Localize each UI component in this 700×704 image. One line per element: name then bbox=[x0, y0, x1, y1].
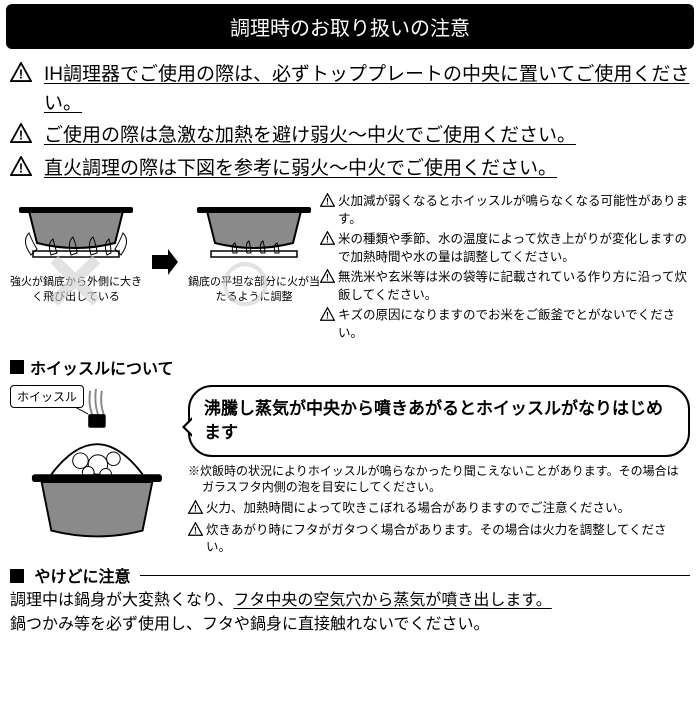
warning-triangle-icon: ! bbox=[320, 307, 338, 342]
whistle-warning-2: ! 炊きあがり時にフタがガタつく場合があります。その場合は火力を調整してください… bbox=[188, 522, 690, 557]
side-bullet-3: ! 無洗米や玄米等は米の袋等に記載されている作り方に沿って炊飯してください。 bbox=[320, 269, 690, 304]
side-bullet-2: ! 米の種類や季節、水の温度によって炊き上がりが変化しますので加熱時間や水の量は… bbox=[320, 231, 690, 266]
top-warning-2: ! ご使用の際は急激な加熱を避け弱火～中火でご使用ください。 bbox=[0, 120, 700, 153]
top-warning-3-text: 直火調理の際は下図を参考に弱火～中火でご使用ください。 bbox=[44, 155, 690, 184]
warning-triangle-icon: ! bbox=[320, 269, 338, 304]
side-bullet-1-text: 火加減が弱くなるとホイッスルが鳴らなくなる可能性があります。 bbox=[338, 193, 690, 228]
svg-text:!: ! bbox=[19, 160, 23, 175]
diagram-row: × ○ 強火が鍋底から外側に大きく飛び出している bbox=[0, 185, 700, 349]
header-title: 調理時のお取り扱いの注意 bbox=[230, 18, 470, 40]
flame-diagrams: × ○ 強火が鍋底から外側に大きく飛び出している bbox=[10, 193, 320, 345]
burn-line1-underlined: フタ中央の空気穴から蒸気が噴き出します。 bbox=[233, 592, 551, 609]
warning-triangle-icon: ! bbox=[320, 193, 338, 228]
whistle-text: 沸騰し蒸気が中央から噴きあがるとホイッスルがなりはじめます ※炊飯時の状況により… bbox=[188, 385, 690, 559]
warning-triangle-icon: ! bbox=[10, 122, 38, 151]
whistle-warning-2-text: 炊きあがり時にフタがガタつく場合があります。その場合は火力を調整してください。 bbox=[206, 522, 690, 557]
whistle-tag: ホイッスル bbox=[10, 385, 84, 408]
warning-triangle-icon: ! bbox=[188, 500, 206, 520]
speech-bubble: 沸騰し蒸気が中央から噴きあがるとホイッスルがなりはじめます bbox=[188, 385, 690, 457]
burn-section-label: やけどに注意 bbox=[0, 559, 140, 589]
svg-text:!: ! bbox=[19, 127, 23, 142]
burn-line1-pre: 調理中は鍋身が大変熱くなり、 bbox=[10, 592, 233, 609]
diagram-wrong: 強火が鍋底から外側に大きく飛び出している bbox=[10, 193, 142, 305]
square-bullet-icon bbox=[10, 360, 24, 374]
divider-line bbox=[140, 575, 690, 576]
diagram-correct-caption: 鍋底の平坦な部分に火が当たるように調整 bbox=[188, 275, 320, 305]
svg-text:!: ! bbox=[326, 196, 329, 206]
whistle-warning-1-text: 火力、加熱時間によって吹きこぼれる場合がありますのでご注意ください。 bbox=[206, 500, 690, 520]
warning-triangle-icon: ! bbox=[320, 231, 338, 266]
diagram-correct: 鍋底の平坦な部分に火が当たるように調整 bbox=[188, 193, 320, 305]
svg-text:!: ! bbox=[326, 272, 329, 282]
pot-high-flame-icon bbox=[11, 193, 141, 271]
warning-triangle-icon: ! bbox=[188, 522, 206, 557]
top-warning-2-text: ご使用の際は急激な加熱を避け弱火～中火でご使用ください。 bbox=[44, 122, 690, 151]
svg-text:!: ! bbox=[19, 66, 23, 81]
boiling-pot-icon bbox=[10, 385, 180, 550]
svg-text:!: ! bbox=[194, 525, 197, 535]
pot-low-flame-icon bbox=[189, 193, 319, 271]
whistle-note: ※炊飯時の状況によりホイッスルが鳴らなかったり聞こえないことがあります。その場合… bbox=[188, 463, 690, 497]
burn-text: 調理中は鍋身が大変熱くなり、フタ中央の空気穴から蒸気が噴き出します。 鍋つかみ等… bbox=[0, 589, 700, 637]
whistle-diagram: ホイッスル bbox=[10, 385, 180, 559]
side-bullet-4: ! キズの原因になりますのでお米をご飯釜でとがないでください。 bbox=[320, 307, 690, 342]
whistle-warning-1: ! 火力、加熱時間によって吹きこぼれる場合がありますのでご注意ください。 bbox=[188, 500, 690, 520]
warning-triangle-icon: ! bbox=[10, 155, 38, 184]
side-bullet-4-text: キズの原因になりますのでお米をご飯釜でとがないでください。 bbox=[338, 307, 690, 342]
side-bullet-3-text: 無洗米や玄米等は米の袋等に記載されている作り方に沿って炊飯してください。 bbox=[338, 269, 690, 304]
bubble-text: 沸騰し蒸気が中央から噴きあがるとホイッスルがなりはじめます bbox=[204, 399, 663, 442]
side-bullets: ! 火加減が弱くなるとホイッスルが鳴らなくなる可能性があります。 ! 米の種類や… bbox=[320, 193, 690, 345]
top-warning-1-text: IH調理器でご使用の際は、必ずトッププレートの中央に置いてご使用ください。 bbox=[44, 61, 690, 118]
whistle-section-title: ホイッスルについて bbox=[30, 355, 174, 379]
svg-text:!: ! bbox=[326, 234, 329, 244]
arrow-icon bbox=[150, 247, 180, 282]
side-bullet-1: ! 火加減が弱くなるとホイッスルが鳴らなくなる可能性があります。 bbox=[320, 193, 690, 228]
svg-text:!: ! bbox=[326, 310, 329, 320]
diagram-wrong-caption: 強火が鍋底から外側に大きく飛び出している bbox=[10, 275, 142, 305]
side-bullet-2-text: 米の種類や季節、水の温度によって炊き上がりが変化しますので加熱時間や水の量は調整… bbox=[338, 231, 690, 266]
warning-triangle-icon: ! bbox=[10, 61, 38, 90]
square-bullet-icon bbox=[10, 569, 24, 583]
header-bar: 調理時のお取り扱いの注意 bbox=[6, 4, 694, 49]
burn-section-title: やけどに注意 bbox=[34, 569, 130, 586]
whistle-row: ホイッスル 沸騰し蒸気が中央から噴きあがるとホイッスルがなりはじめます ※炊飯時… bbox=[0, 385, 700, 559]
burn-line2: 鍋つかみ等を必ず使用し、フタや鍋身に直接触れないでください。 bbox=[10, 616, 490, 633]
svg-text:!: ! bbox=[194, 504, 197, 514]
whistle-warnings: ! 火力、加熱時間によって吹きこぼれる場合がありますのでご注意ください。 ! 炊… bbox=[188, 500, 690, 557]
top-warning-3: ! 直火調理の際は下図を参考に弱火～中火でご使用ください。 bbox=[0, 153, 700, 186]
whistle-section-label: ホイッスルについて bbox=[0, 349, 700, 385]
top-warning-1: ! IH調理器でご使用の際は、必ずトッププレートの中央に置いてご使用ください。 bbox=[0, 59, 700, 120]
